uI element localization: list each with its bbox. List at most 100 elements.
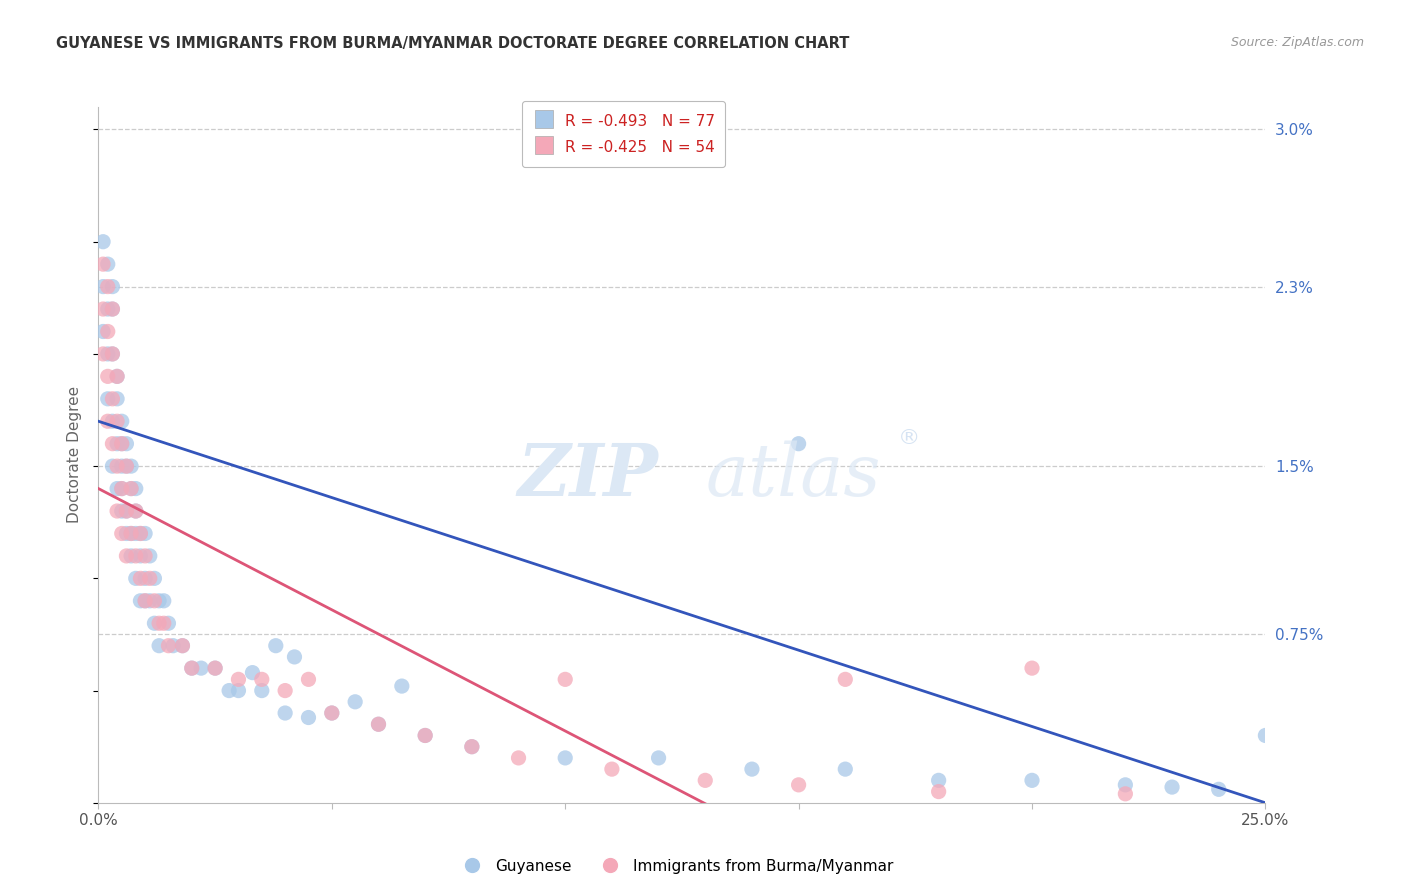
Point	[101, 392, 124, 406]
Point	[190, 661, 212, 675]
Point	[134, 571, 156, 585]
Point	[787, 778, 810, 792]
Point	[204, 661, 226, 675]
Point	[91, 301, 114, 316]
Point	[120, 459, 142, 474]
Point	[148, 639, 170, 653]
Point	[1114, 778, 1136, 792]
Point	[105, 482, 128, 496]
Point	[134, 526, 156, 541]
Point	[111, 504, 134, 518]
Text: Source: ZipAtlas.com: Source: ZipAtlas.com	[1230, 36, 1364, 49]
Point	[120, 526, 142, 541]
Point	[391, 679, 413, 693]
Point	[125, 571, 148, 585]
Text: ZIP: ZIP	[517, 441, 658, 511]
Point	[120, 549, 142, 563]
Point	[1161, 780, 1184, 794]
Point	[242, 665, 264, 680]
Point	[125, 504, 148, 518]
Point	[264, 639, 287, 653]
Point	[115, 459, 138, 474]
Point	[1254, 729, 1277, 743]
Point	[157, 639, 180, 653]
Point	[129, 594, 152, 608]
Point	[172, 639, 194, 653]
Point	[97, 347, 120, 361]
Point	[297, 673, 319, 687]
Point	[274, 706, 297, 720]
Point	[600, 762, 623, 776]
Legend: R = -0.493   N = 77, R = -0.425   N = 54: R = -0.493 N = 77, R = -0.425 N = 54	[522, 101, 725, 167]
Point	[134, 549, 156, 563]
Point	[461, 739, 484, 754]
Point	[250, 683, 273, 698]
Point	[111, 482, 134, 496]
Point	[115, 459, 138, 474]
Point	[152, 594, 174, 608]
Point	[218, 683, 240, 698]
Y-axis label: Doctorate Degree: Doctorate Degree	[67, 386, 83, 524]
Point	[461, 739, 484, 754]
Point	[105, 436, 128, 450]
Point	[152, 616, 174, 631]
Point	[143, 571, 166, 585]
Point	[129, 526, 152, 541]
Point	[101, 279, 124, 293]
Point	[834, 673, 856, 687]
Text: ®: ®	[898, 427, 921, 448]
Point	[139, 594, 162, 608]
Point	[111, 436, 134, 450]
Point	[148, 616, 170, 631]
Point	[105, 414, 128, 428]
Point	[91, 235, 114, 249]
Point	[101, 347, 124, 361]
Point	[344, 695, 367, 709]
Point	[129, 526, 152, 541]
Point	[101, 459, 124, 474]
Point	[111, 526, 134, 541]
Point	[97, 279, 120, 293]
Point	[204, 661, 226, 675]
Point	[297, 710, 319, 724]
Point	[111, 436, 134, 450]
Point	[321, 706, 343, 720]
Point	[97, 301, 120, 316]
Point	[367, 717, 389, 731]
Point	[101, 301, 124, 316]
Point	[162, 639, 184, 653]
Point	[115, 549, 138, 563]
Point	[97, 414, 120, 428]
Point	[554, 673, 576, 687]
Point	[111, 414, 134, 428]
Point	[101, 414, 124, 428]
Point	[1208, 782, 1230, 797]
Point	[508, 751, 530, 765]
Point	[695, 773, 717, 788]
Point	[787, 436, 810, 450]
Point	[228, 683, 250, 698]
Point	[111, 459, 134, 474]
Point	[647, 751, 669, 765]
Point	[111, 482, 134, 496]
Point	[125, 549, 148, 563]
Point	[928, 773, 950, 788]
Point	[1021, 661, 1043, 675]
Point	[413, 729, 436, 743]
Point	[115, 504, 138, 518]
Point	[115, 436, 138, 450]
Point	[125, 526, 148, 541]
Point	[143, 616, 166, 631]
Point	[91, 279, 114, 293]
Point	[283, 649, 305, 664]
Point	[120, 526, 142, 541]
Point	[554, 751, 576, 765]
Point	[413, 729, 436, 743]
Point	[105, 459, 128, 474]
Point	[91, 325, 114, 339]
Point	[101, 436, 124, 450]
Point	[129, 549, 152, 563]
Point	[148, 594, 170, 608]
Point	[172, 639, 194, 653]
Point	[129, 571, 152, 585]
